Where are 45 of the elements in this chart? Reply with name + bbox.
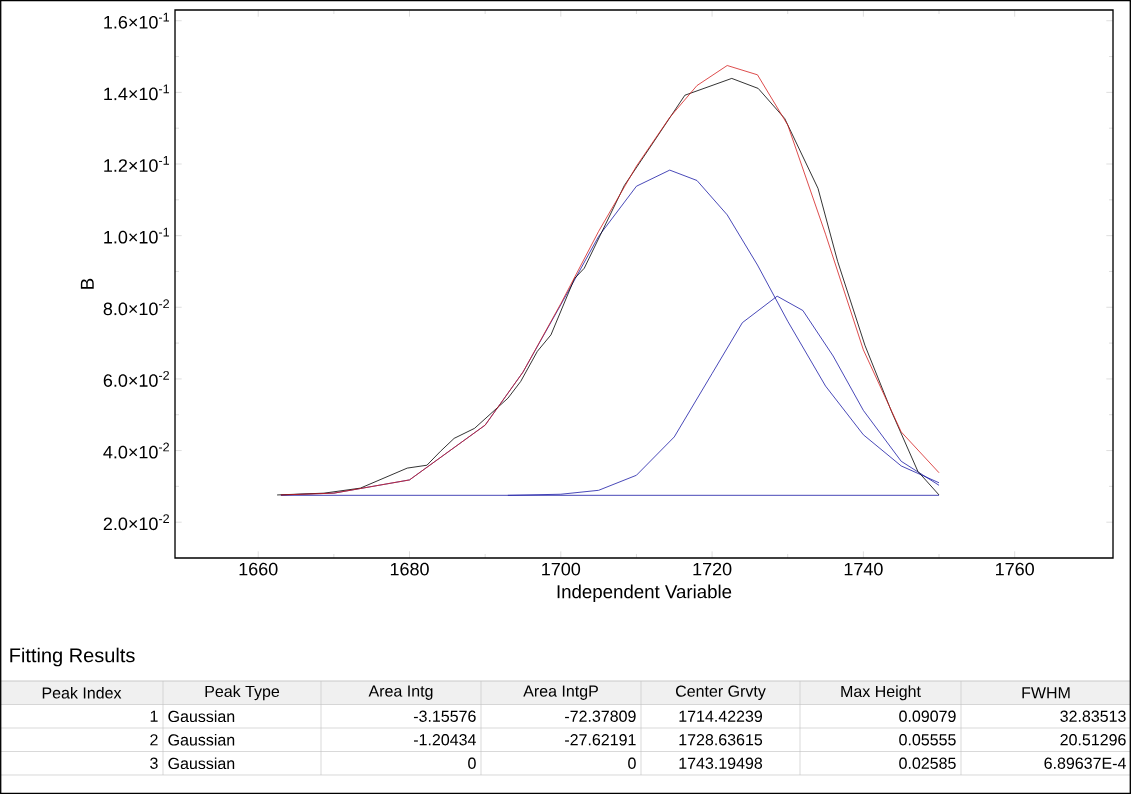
text: 32.83513 xyxy=(1060,710,1126,722)
text: Gaussian xyxy=(168,733,235,746)
x-tick-label: 1760 xyxy=(996,562,1034,576)
text: -3.15576 xyxy=(413,710,476,722)
text: Gaussian xyxy=(168,710,235,723)
text: 3 xyxy=(150,757,158,769)
text: 1728.63615 xyxy=(679,734,763,746)
text: FWHM xyxy=(1022,687,1070,699)
y-tick-label: 6.0×10$^{-2}$ xyxy=(103,370,169,387)
y-tick-label: 1.2×10$^{-1}$ xyxy=(104,156,170,172)
x-tick-label: 1680 xyxy=(390,562,429,576)
text: 6.89637E-4 xyxy=(1044,757,1126,769)
y-tick-label: 4.0×10$^{-2}$ xyxy=(103,442,169,459)
text: 20.51296 xyxy=(1060,734,1126,746)
y-tick-label: 1.0×10$^{-1}$ xyxy=(104,227,170,244)
y-tick-label: 1.4×10$^{-1}$ xyxy=(104,84,170,101)
text: Area IntgP xyxy=(523,685,598,700)
text: 1743.19498 xyxy=(679,757,763,769)
text: Gaussian xyxy=(168,757,235,770)
text: Peak Type xyxy=(205,685,280,701)
y-tick-label: 8.0×10$^{-2}$ xyxy=(103,299,169,316)
x-tick-label: 1740 xyxy=(844,562,883,576)
y-tick-label: 1.6×10$^{-1}$ xyxy=(104,12,170,29)
text: Peak Index xyxy=(42,686,122,699)
x-tick-label: 1700 xyxy=(542,562,581,576)
text: 0 xyxy=(628,757,636,769)
x-axis-title: Independent Variable xyxy=(557,584,732,602)
text: 0 xyxy=(468,757,476,769)
text: Center Grvty xyxy=(675,685,766,700)
y-axis-title: B xyxy=(80,278,94,289)
text: 1 xyxy=(150,710,158,722)
text: Fitting Results xyxy=(10,647,135,667)
text: 1714.42239 xyxy=(679,710,762,722)
text: -1.20434 xyxy=(413,734,476,746)
text: -72.37809 xyxy=(565,710,636,722)
x-tick-label: 1660 xyxy=(239,562,278,576)
text: -27.62191 xyxy=(565,734,636,746)
x-tick-label: 1720 xyxy=(693,562,732,576)
text: 2 xyxy=(150,734,158,746)
y-tick-label: 2.0×10$^{-2}$ xyxy=(103,514,169,531)
text: 0.02585 xyxy=(899,757,956,769)
text: 0.05555 xyxy=(899,734,956,746)
text: Area Intg xyxy=(368,685,433,700)
text: 0.09079 xyxy=(899,710,956,722)
text: Max Height xyxy=(841,685,921,701)
